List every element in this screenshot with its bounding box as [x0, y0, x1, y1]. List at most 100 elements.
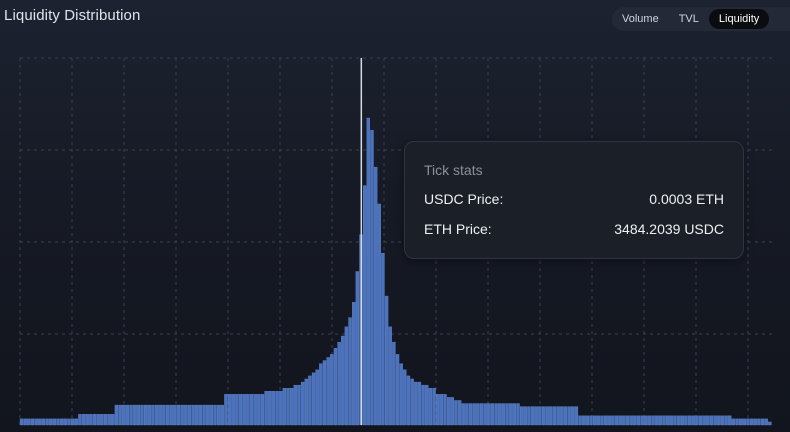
- liquidity-bar[interactable]: [556, 406, 560, 426]
- liquidity-bar[interactable]: [67, 418, 71, 426]
- liquidity-bar[interactable]: [388, 326, 392, 426]
- liquidity-bar[interactable]: [519, 406, 524, 426]
- liquidity-bar[interactable]: [505, 403, 509, 426]
- liquidity-bar[interactable]: [96, 414, 100, 426]
- liquidity-bar[interactable]: [129, 404, 133, 426]
- liquidity-bar[interactable]: [100, 414, 104, 426]
- liquidity-bar[interactable]: [202, 404, 206, 426]
- liquidity-bar[interactable]: [622, 415, 626, 426]
- liquidity-bar[interactable]: [78, 414, 82, 426]
- liquidity-bar[interactable]: [468, 403, 473, 426]
- liquidity-bar[interactable]: [607, 415, 611, 426]
- liquidity-bar[interactable]: [158, 404, 162, 426]
- liquidity-bar[interactable]: [169, 404, 173, 426]
- liquidity-bar[interactable]: [322, 360, 327, 426]
- liquidity-bar[interactable]: [344, 326, 349, 426]
- liquidity-bar[interactable]: [702, 415, 706, 426]
- liquidity-bar[interactable]: [658, 415, 663, 426]
- liquidity-bar[interactable]: [720, 415, 725, 426]
- liquidity-bar[interactable]: [428, 388, 433, 426]
- liquidity-bar[interactable]: [753, 418, 757, 426]
- liquidity-bar[interactable]: [264, 391, 268, 426]
- liquidity-bar[interactable]: [600, 415, 604, 426]
- liquidity-bar[interactable]: [253, 394, 257, 426]
- liquidity-bar[interactable]: [107, 414, 111, 426]
- liquidity-bar[interactable]: [297, 384, 301, 426]
- liquidity-bar[interactable]: [640, 415, 644, 426]
- liquidity-bar[interactable]: [472, 403, 476, 426]
- liquidity-bar[interactable]: [436, 394, 440, 426]
- liquidity-bar[interactable]: [395, 354, 400, 426]
- liquidity-bar[interactable]: [446, 397, 451, 426]
- liquidity-bar[interactable]: [381, 252, 385, 426]
- liquidity-bar[interactable]: [355, 271, 360, 426]
- liquidity-bar[interactable]: [246, 394, 250, 426]
- liquidity-bar[interactable]: [268, 391, 272, 426]
- liquidity-bar[interactable]: [406, 375, 411, 426]
- tab-volume[interactable]: Volume: [622, 13, 659, 25]
- liquidity-bar[interactable]: [676, 415, 681, 426]
- liquidity-bar[interactable]: [432, 388, 436, 426]
- liquidity-bar[interactable]: [680, 415, 684, 426]
- liquidity-bar[interactable]: [768, 421, 772, 426]
- liquidity-bar[interactable]: [227, 394, 232, 426]
- liquidity-bar[interactable]: [49, 418, 53, 426]
- liquidity-bar[interactable]: [74, 418, 78, 426]
- liquidity-bar[interactable]: [56, 418, 60, 426]
- liquidity-bar[interactable]: [392, 341, 396, 426]
- liquidity-bar[interactable]: [695, 415, 699, 426]
- liquidity-bar[interactable]: [592, 415, 597, 426]
- liquidity-bar[interactable]: [644, 415, 648, 426]
- liquidity-bar[interactable]: [333, 348, 338, 426]
- liquidity-bar[interactable]: [487, 403, 491, 426]
- liquidity-bar[interactable]: [571, 406, 575, 426]
- liquidity-bar[interactable]: [450, 397, 454, 426]
- liquidity-bar[interactable]: [271, 391, 276, 426]
- liquidity-bar[interactable]: [709, 415, 714, 426]
- liquidity-bar[interactable]: [89, 414, 93, 426]
- liquidity-bar[interactable]: [742, 418, 746, 426]
- liquidity-bar[interactable]: [198, 404, 203, 426]
- liquidity-bar[interactable]: [552, 406, 557, 426]
- liquidity-bar[interactable]: [560, 406, 564, 426]
- liquidity-bar[interactable]: [731, 418, 736, 426]
- liquidity-bar[interactable]: [38, 418, 42, 426]
- liquidity-bar[interactable]: [308, 375, 312, 426]
- liquidity-bar[interactable]: [629, 415, 633, 426]
- liquidity-bar[interactable]: [494, 403, 498, 426]
- liquidity-bar[interactable]: [311, 372, 316, 426]
- liquidity-bar[interactable]: [184, 404, 188, 426]
- liquidity-bar[interactable]: [567, 406, 571, 426]
- liquidity-bar[interactable]: [589, 415, 593, 426]
- liquidity-bar[interactable]: [103, 414, 108, 426]
- liquidity-bar[interactable]: [279, 391, 283, 426]
- liquidity-bar[interactable]: [625, 415, 630, 426]
- liquidity-bar[interactable]: [421, 384, 425, 426]
- liquidity-bar[interactable]: [180, 404, 184, 426]
- liquidity-bar[interactable]: [304, 378, 308, 426]
- liquidity-bar[interactable]: [483, 403, 487, 426]
- liquidity-bar[interactable]: [717, 415, 721, 426]
- liquidity-bar[interactable]: [509, 403, 513, 426]
- liquidity-bar[interactable]: [461, 403, 465, 426]
- liquidity-bar[interactable]: [319, 363, 323, 426]
- liquidity-bar[interactable]: [30, 418, 35, 426]
- liquidity-bar[interactable]: [651, 415, 655, 426]
- liquidity-bar[interactable]: [187, 404, 192, 426]
- liquidity-bar[interactable]: [293, 384, 297, 426]
- liquidity-bar[interactable]: [315, 369, 319, 426]
- liquidity-bar[interactable]: [176, 404, 181, 426]
- tab-liquidity[interactable]: Liquidity: [708, 9, 770, 29]
- liquidity-bar[interactable]: [140, 404, 144, 426]
- tab-tvl[interactable]: TVL: [678, 13, 699, 25]
- liquidity-bar[interactable]: [326, 357, 330, 426]
- liquidity-bar[interactable]: [417, 381, 422, 426]
- liquidity-bar[interactable]: [154, 404, 159, 426]
- liquidity-bar[interactable]: [611, 415, 615, 426]
- liquidity-bar[interactable]: [760, 418, 765, 426]
- liquidity-bar[interactable]: [673, 415, 677, 426]
- liquidity-bar[interactable]: [231, 394, 235, 426]
- liquidity-bar[interactable]: [684, 415, 688, 426]
- liquidity-bar[interactable]: [224, 394, 228, 426]
- liquidity-bar[interactable]: [366, 117, 370, 426]
